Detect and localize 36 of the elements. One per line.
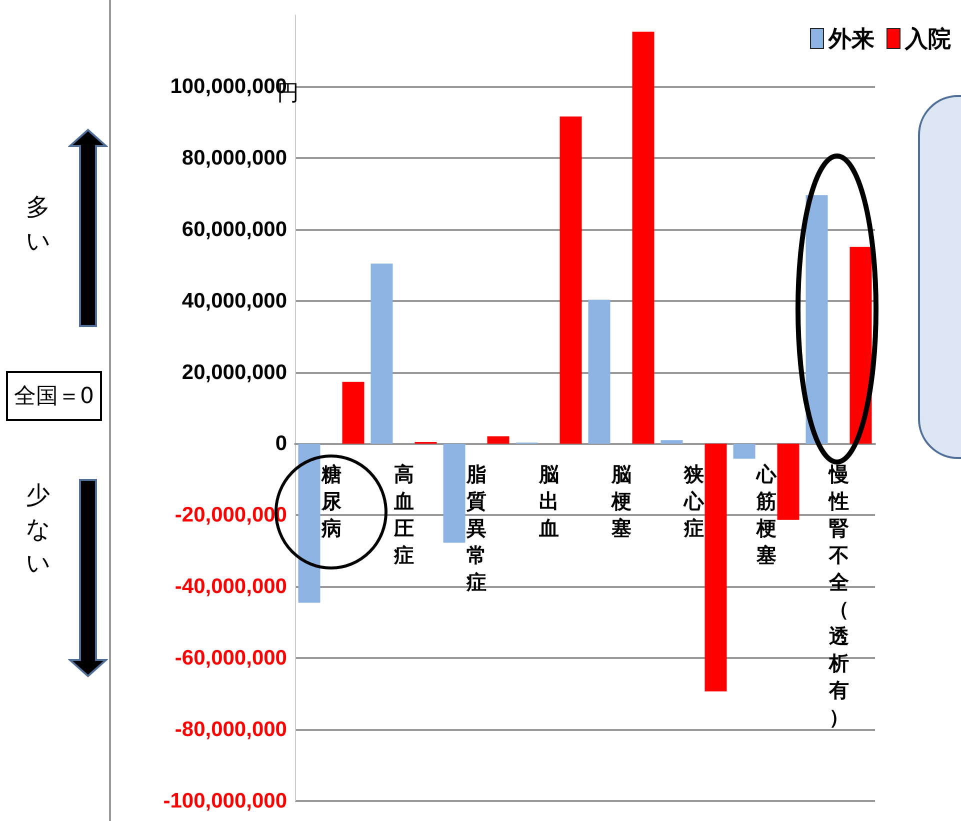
y-tick-label: 20,000,000 <box>182 360 287 384</box>
bar <box>370 264 393 444</box>
bar <box>443 444 466 543</box>
x-tick-label: 脳出血 <box>538 464 559 540</box>
x-tick-label: 心筋梗塞 <box>755 463 778 568</box>
x-tick-label: 脂質異常症 <box>465 464 486 594</box>
bar <box>560 116 582 444</box>
bar <box>806 195 828 444</box>
y-tick-label: -80,000,000 <box>174 718 287 742</box>
text: 多い <box>26 192 51 257</box>
y-tick-label: 80,000,000 <box>182 146 287 170</box>
bar <box>777 444 800 520</box>
y-tick-label: 60,000,000 <box>182 218 287 241</box>
y-tick-label: -100,000,000 <box>163 790 287 812</box>
bar <box>298 444 320 603</box>
y-tick-label: 0 <box>275 432 287 456</box>
text: 少ない <box>26 480 51 579</box>
x-tick-label: 脳梗塞 <box>610 464 632 540</box>
bar <box>632 32 654 444</box>
legend-label: 入院 <box>904 26 951 52</box>
bar <box>588 300 610 444</box>
y-tick-label: -40,000,000 <box>174 575 287 598</box>
y-tick-label: -60,000,000 <box>174 646 287 670</box>
bar <box>487 436 510 444</box>
bar <box>342 382 364 444</box>
legend-label: 外来 <box>828 26 874 52</box>
bar <box>850 246 872 444</box>
bar <box>660 440 683 444</box>
x-tick-label: 糖尿病 <box>320 463 342 540</box>
bar <box>733 444 756 459</box>
y-tick-label: 40,000,000 <box>182 289 287 312</box>
x-tick-label: 高血圧症 <box>392 463 414 568</box>
category-label: 慢性腎不全（透析有） <box>828 464 849 730</box>
x-tick-label: 狭心症 <box>682 464 705 540</box>
bar <box>704 444 727 692</box>
text: 全国＝0 <box>6 370 102 421</box>
